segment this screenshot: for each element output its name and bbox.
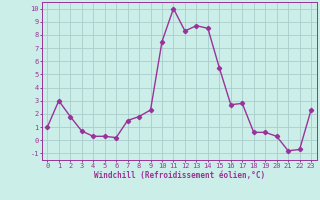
X-axis label: Windchill (Refroidissement éolien,°C): Windchill (Refroidissement éolien,°C) — [94, 171, 265, 180]
